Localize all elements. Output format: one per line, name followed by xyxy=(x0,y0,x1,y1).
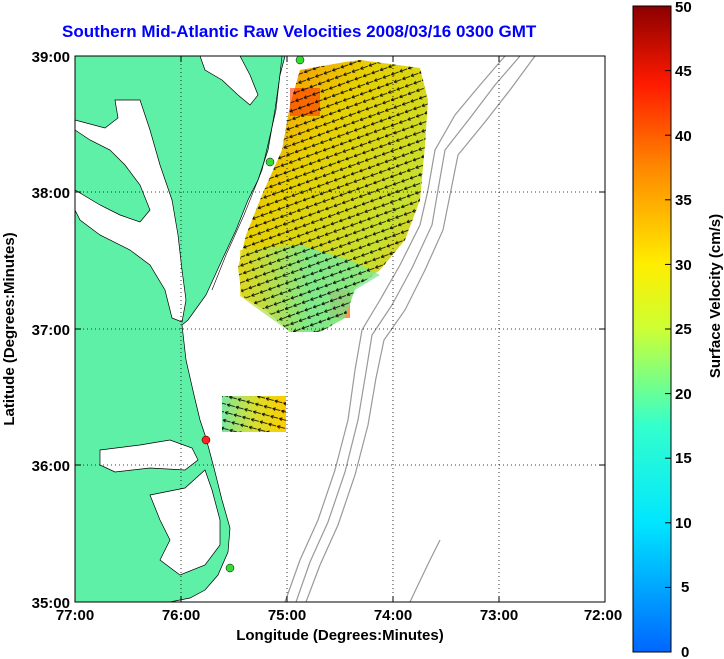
pamlico-sound xyxy=(149,469,221,576)
velocity-field-south xyxy=(222,396,286,432)
cbar-tick-10: 10 xyxy=(675,515,692,532)
y-tick-4: 35:00 xyxy=(32,595,70,612)
x-tick-4: 73:00 xyxy=(480,607,518,624)
x-tick-3: 74:00 xyxy=(374,607,412,624)
delaware-bay xyxy=(199,56,259,106)
cbar-tick-0: 0 xyxy=(681,644,689,659)
grid-lines xyxy=(75,56,605,602)
station-mid xyxy=(265,157,275,167)
bathymetry-contours xyxy=(284,56,536,602)
y-tick-3: 36:00 xyxy=(32,458,70,475)
colorbar-label: Surface Velocity (cm/s) xyxy=(707,214,724,378)
station-north xyxy=(295,56,305,65)
y-tick-1: 38:00 xyxy=(32,185,70,202)
x-tick-1: 76:00 xyxy=(162,607,200,624)
cbar-tick-30: 30 xyxy=(675,257,692,274)
cbar-tick-25: 25 xyxy=(675,321,692,338)
station-south xyxy=(225,563,235,573)
cbar-tick-50: 50 xyxy=(675,0,692,16)
cbar-tick-35: 35 xyxy=(675,192,692,209)
cbar-tick-40: 40 xyxy=(675,128,692,145)
velocity-field-north xyxy=(238,60,428,332)
station-hatteras-red xyxy=(201,435,211,445)
x-tick-2: 75:00 xyxy=(268,607,306,624)
x-axis-label: Longitude (Degrees:Minutes) xyxy=(236,627,444,644)
map-title: Southern Mid-Atlantic Raw Velocities 200… xyxy=(62,22,537,41)
y-tick-2: 37:00 xyxy=(32,322,70,339)
chesapeake-bay xyxy=(75,99,187,323)
cbar-tick-20: 20 xyxy=(675,386,692,403)
colorbar xyxy=(632,5,672,653)
y-axis-label: Latitude (Degrees:Minutes) xyxy=(1,232,18,425)
cbar-tick-45: 45 xyxy=(675,63,692,80)
y-tick-0: 39:00 xyxy=(32,49,70,66)
x-tick-5: 72:00 xyxy=(584,607,622,624)
x-tick-0: 77:00 xyxy=(56,607,94,624)
cbar-tick-15: 15 xyxy=(675,450,692,467)
cbar-tick-5: 5 xyxy=(681,579,689,596)
